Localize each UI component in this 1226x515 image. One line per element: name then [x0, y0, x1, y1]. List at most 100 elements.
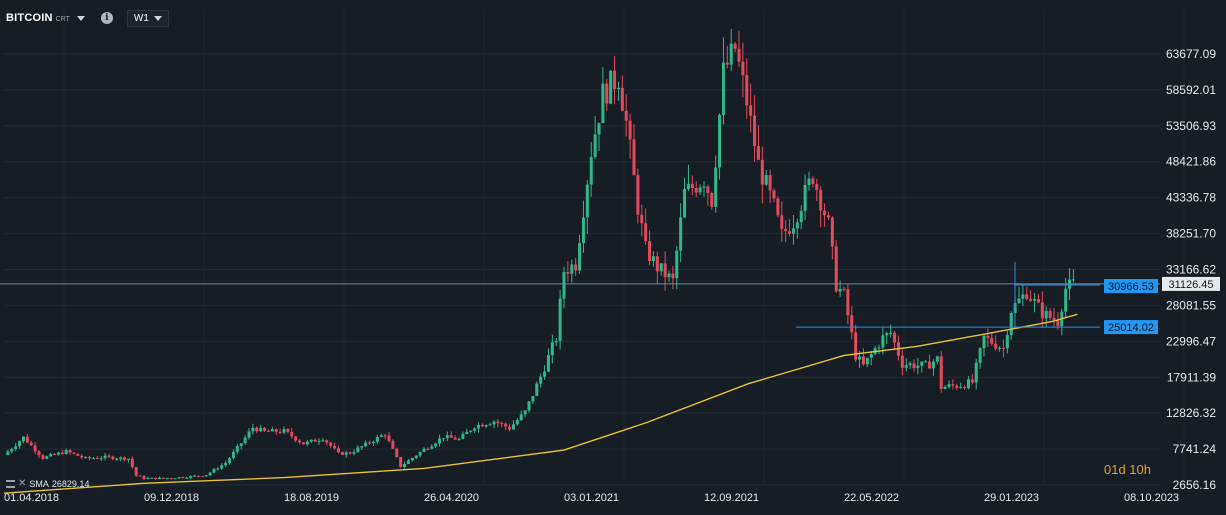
candle[interactable] [375, 436, 379, 442]
candle[interactable] [126, 458, 130, 460]
candle[interactable] [461, 434, 465, 439]
candle[interactable] [694, 188, 698, 193]
candle[interactable] [294, 436, 298, 441]
candle[interactable] [441, 438, 445, 440]
candle[interactable] [379, 435, 383, 437]
candle[interactable] [146, 478, 150, 480]
candle[interactable] [803, 184, 807, 211]
candle[interactable] [165, 478, 169, 480]
candle[interactable] [546, 355, 550, 372]
candle[interactable] [581, 217, 585, 244]
candle[interactable] [204, 475, 208, 477]
candle[interactable] [224, 462, 228, 466]
candle[interactable] [885, 333, 889, 336]
candle[interactable] [430, 446, 434, 449]
candle[interactable] [399, 456, 403, 467]
candle[interactable] [500, 423, 504, 425]
candle[interactable] [1029, 298, 1033, 301]
candle[interactable] [846, 289, 850, 316]
candle[interactable] [426, 448, 430, 450]
candle[interactable] [56, 452, 60, 455]
candle[interactable] [286, 428, 290, 432]
candle[interactable] [690, 183, 694, 189]
candle[interactable] [963, 387, 967, 389]
candle[interactable] [788, 231, 792, 234]
candle[interactable] [99, 458, 103, 460]
candle[interactable] [111, 456, 115, 460]
candle[interactable] [185, 477, 189, 479]
candle[interactable] [939, 356, 943, 389]
candle[interactable] [80, 455, 84, 458]
candle[interactable] [729, 43, 733, 65]
candle[interactable] [908, 363, 912, 366]
candle[interactable] [37, 451, 41, 456]
candle[interactable] [543, 371, 547, 377]
timeframe-selector[interactable]: W1 [126, 9, 169, 27]
candle[interactable] [784, 228, 788, 232]
candle[interactable] [683, 188, 687, 218]
candle[interactable] [640, 214, 644, 224]
candle[interactable] [593, 134, 597, 158]
candle[interactable] [671, 273, 675, 279]
candle[interactable] [648, 241, 652, 262]
candle[interactable] [255, 427, 259, 432]
candle[interactable] [706, 186, 710, 193]
candle[interactable] [53, 454, 57, 456]
candle[interactable] [231, 451, 235, 459]
candle[interactable] [333, 445, 337, 449]
candle[interactable] [193, 475, 197, 477]
candle[interactable] [49, 454, 53, 457]
candle[interactable] [756, 146, 760, 160]
candle[interactable] [554, 340, 558, 343]
candle[interactable] [858, 356, 862, 360]
candle[interactable] [33, 445, 37, 452]
candle[interactable] [336, 448, 340, 453]
candle[interactable] [768, 175, 772, 191]
candle[interactable] [418, 451, 422, 456]
candle[interactable] [877, 347, 881, 349]
candle[interactable] [838, 288, 842, 292]
candle[interactable] [624, 110, 628, 121]
candle[interactable] [410, 457, 414, 461]
candle[interactable] [476, 424, 480, 429]
settings-lines-icon[interactable] [6, 479, 15, 488]
candle[interactable] [88, 457, 92, 459]
symbol-selector[interactable]: BITCOIN CRT [6, 12, 85, 24]
candle[interactable] [1044, 310, 1048, 319]
candle[interactable] [130, 458, 134, 468]
candle[interactable] [123, 457, 127, 460]
candle[interactable] [325, 440, 329, 443]
candle[interactable] [904, 365, 908, 368]
candle[interactable] [974, 362, 978, 383]
candle[interactable] [251, 427, 255, 432]
candle[interactable] [298, 440, 302, 443]
candle[interactable] [675, 250, 679, 279]
sma-line[interactable] [3, 313, 1078, 494]
candle[interactable] [889, 332, 893, 334]
candle[interactable] [340, 452, 344, 455]
candle[interactable] [368, 442, 372, 444]
candle[interactable] [438, 438, 442, 444]
candle[interactable] [830, 217, 834, 247]
candle[interactable] [150, 477, 154, 479]
candle[interactable] [760, 159, 764, 185]
candle[interactable] [539, 376, 543, 384]
candle[interactable] [628, 120, 632, 140]
candle[interactable] [1052, 317, 1056, 321]
candle[interactable] [18, 441, 22, 447]
candle[interactable] [931, 361, 935, 369]
candle[interactable] [679, 217, 683, 251]
candle[interactable] [998, 347, 1002, 349]
candle[interactable] [550, 342, 554, 356]
candle[interactable] [329, 442, 333, 446]
candle[interactable] [714, 167, 718, 207]
candle[interactable] [434, 443, 438, 447]
candle[interactable] [305, 441, 309, 445]
candle[interactable] [263, 427, 267, 431]
candle[interactable] [990, 337, 994, 344]
candle[interactable] [119, 457, 123, 459]
candle[interactable] [900, 355, 904, 368]
candle[interactable] [737, 48, 741, 62]
candle[interactable] [64, 450, 68, 455]
candle[interactable] [360, 446, 364, 448]
